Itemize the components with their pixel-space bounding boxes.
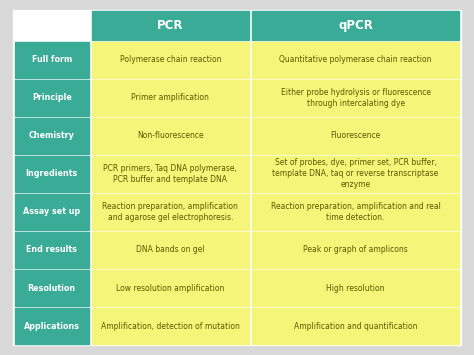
Bar xyxy=(91,42,249,78)
Bar xyxy=(13,155,90,193)
Bar xyxy=(250,79,461,117)
Bar xyxy=(91,156,249,192)
Text: qPCR: qPCR xyxy=(338,19,373,32)
Bar xyxy=(15,118,89,154)
Text: Polymerase chain reaction: Polymerase chain reaction xyxy=(119,55,221,64)
Text: PCR primers, Taq DNA polymerase,
PCR buffer and template DNA: PCR primers, Taq DNA polymerase, PCR buf… xyxy=(103,164,237,184)
Bar xyxy=(90,193,250,231)
Bar xyxy=(90,155,250,193)
Bar xyxy=(15,80,89,116)
Text: Resolution: Resolution xyxy=(27,284,76,293)
Bar xyxy=(13,10,90,41)
Bar xyxy=(90,307,250,345)
Bar xyxy=(15,308,89,344)
Bar xyxy=(250,193,461,231)
Bar xyxy=(13,79,90,117)
Text: Full form: Full form xyxy=(32,55,72,64)
Bar xyxy=(15,232,89,268)
Bar xyxy=(13,231,90,269)
Bar xyxy=(250,231,461,269)
Text: Non-fluorescence: Non-fluorescence xyxy=(137,131,204,140)
Bar xyxy=(91,270,249,306)
Text: Fluorescence: Fluorescence xyxy=(330,131,381,140)
Bar xyxy=(91,308,249,344)
Bar xyxy=(90,79,250,117)
Text: DNA bands on gel: DNA bands on gel xyxy=(136,245,205,255)
Text: Applications: Applications xyxy=(24,322,80,331)
Bar xyxy=(91,80,249,116)
Bar xyxy=(252,308,459,344)
Text: High resolution: High resolution xyxy=(326,284,385,293)
Text: Amplification and quantification: Amplification and quantification xyxy=(294,322,417,331)
Text: Principle: Principle xyxy=(32,93,72,102)
Bar xyxy=(13,307,90,345)
Bar xyxy=(90,117,250,155)
Text: Peak or graph of amplicons: Peak or graph of amplicons xyxy=(303,245,408,255)
Bar xyxy=(252,42,459,78)
Text: Reaction preparation, amplification
and agarose gel electrophoresis.: Reaction preparation, amplification and … xyxy=(102,202,238,222)
Bar xyxy=(15,11,89,40)
Bar xyxy=(252,194,459,230)
Text: PCR: PCR xyxy=(157,19,183,32)
Bar xyxy=(250,117,461,155)
Bar xyxy=(250,41,461,79)
Text: Reaction preparation, amplification and real
time detection.: Reaction preparation, amplification and … xyxy=(271,202,440,222)
Bar xyxy=(250,155,461,193)
Bar xyxy=(252,156,459,192)
Bar xyxy=(252,232,459,268)
Bar xyxy=(250,307,461,345)
Bar xyxy=(13,269,90,307)
Bar xyxy=(252,80,459,116)
Bar xyxy=(90,10,250,41)
Bar xyxy=(90,41,250,79)
Bar xyxy=(91,194,249,230)
Bar xyxy=(13,117,90,155)
Bar xyxy=(90,231,250,269)
Text: Set of probes, dye, primer set, PCR buffer,
template DNA, taq or reverse transcr: Set of probes, dye, primer set, PCR buff… xyxy=(273,158,439,190)
Text: Assay set up: Assay set up xyxy=(23,207,81,217)
Bar xyxy=(15,156,89,192)
Text: Quantitative polymerase chain reaction: Quantitative polymerase chain reaction xyxy=(279,55,432,64)
Bar xyxy=(15,194,89,230)
Text: End results: End results xyxy=(27,245,77,255)
Bar xyxy=(250,269,461,307)
Text: Either probe hydrolysis or fluorescence
through intercalating dye: Either probe hydrolysis or fluorescence … xyxy=(281,88,430,108)
Bar xyxy=(15,42,89,78)
Bar xyxy=(13,193,90,231)
Text: Ingredients: Ingredients xyxy=(26,169,78,179)
Text: Chemistry: Chemistry xyxy=(29,131,75,140)
Bar xyxy=(252,118,459,154)
Bar xyxy=(91,11,249,40)
Bar xyxy=(91,118,249,154)
Text: Primer amplification: Primer amplification xyxy=(131,93,209,102)
Bar xyxy=(13,41,90,79)
Bar xyxy=(90,269,250,307)
Bar xyxy=(252,11,459,40)
Text: Amplification, detection of mutation: Amplification, detection of mutation xyxy=(101,322,240,331)
Bar xyxy=(252,270,459,306)
Bar xyxy=(91,232,249,268)
Bar xyxy=(250,10,461,41)
Text: Low resolution amplification: Low resolution amplification xyxy=(116,284,225,293)
Bar xyxy=(15,270,89,306)
